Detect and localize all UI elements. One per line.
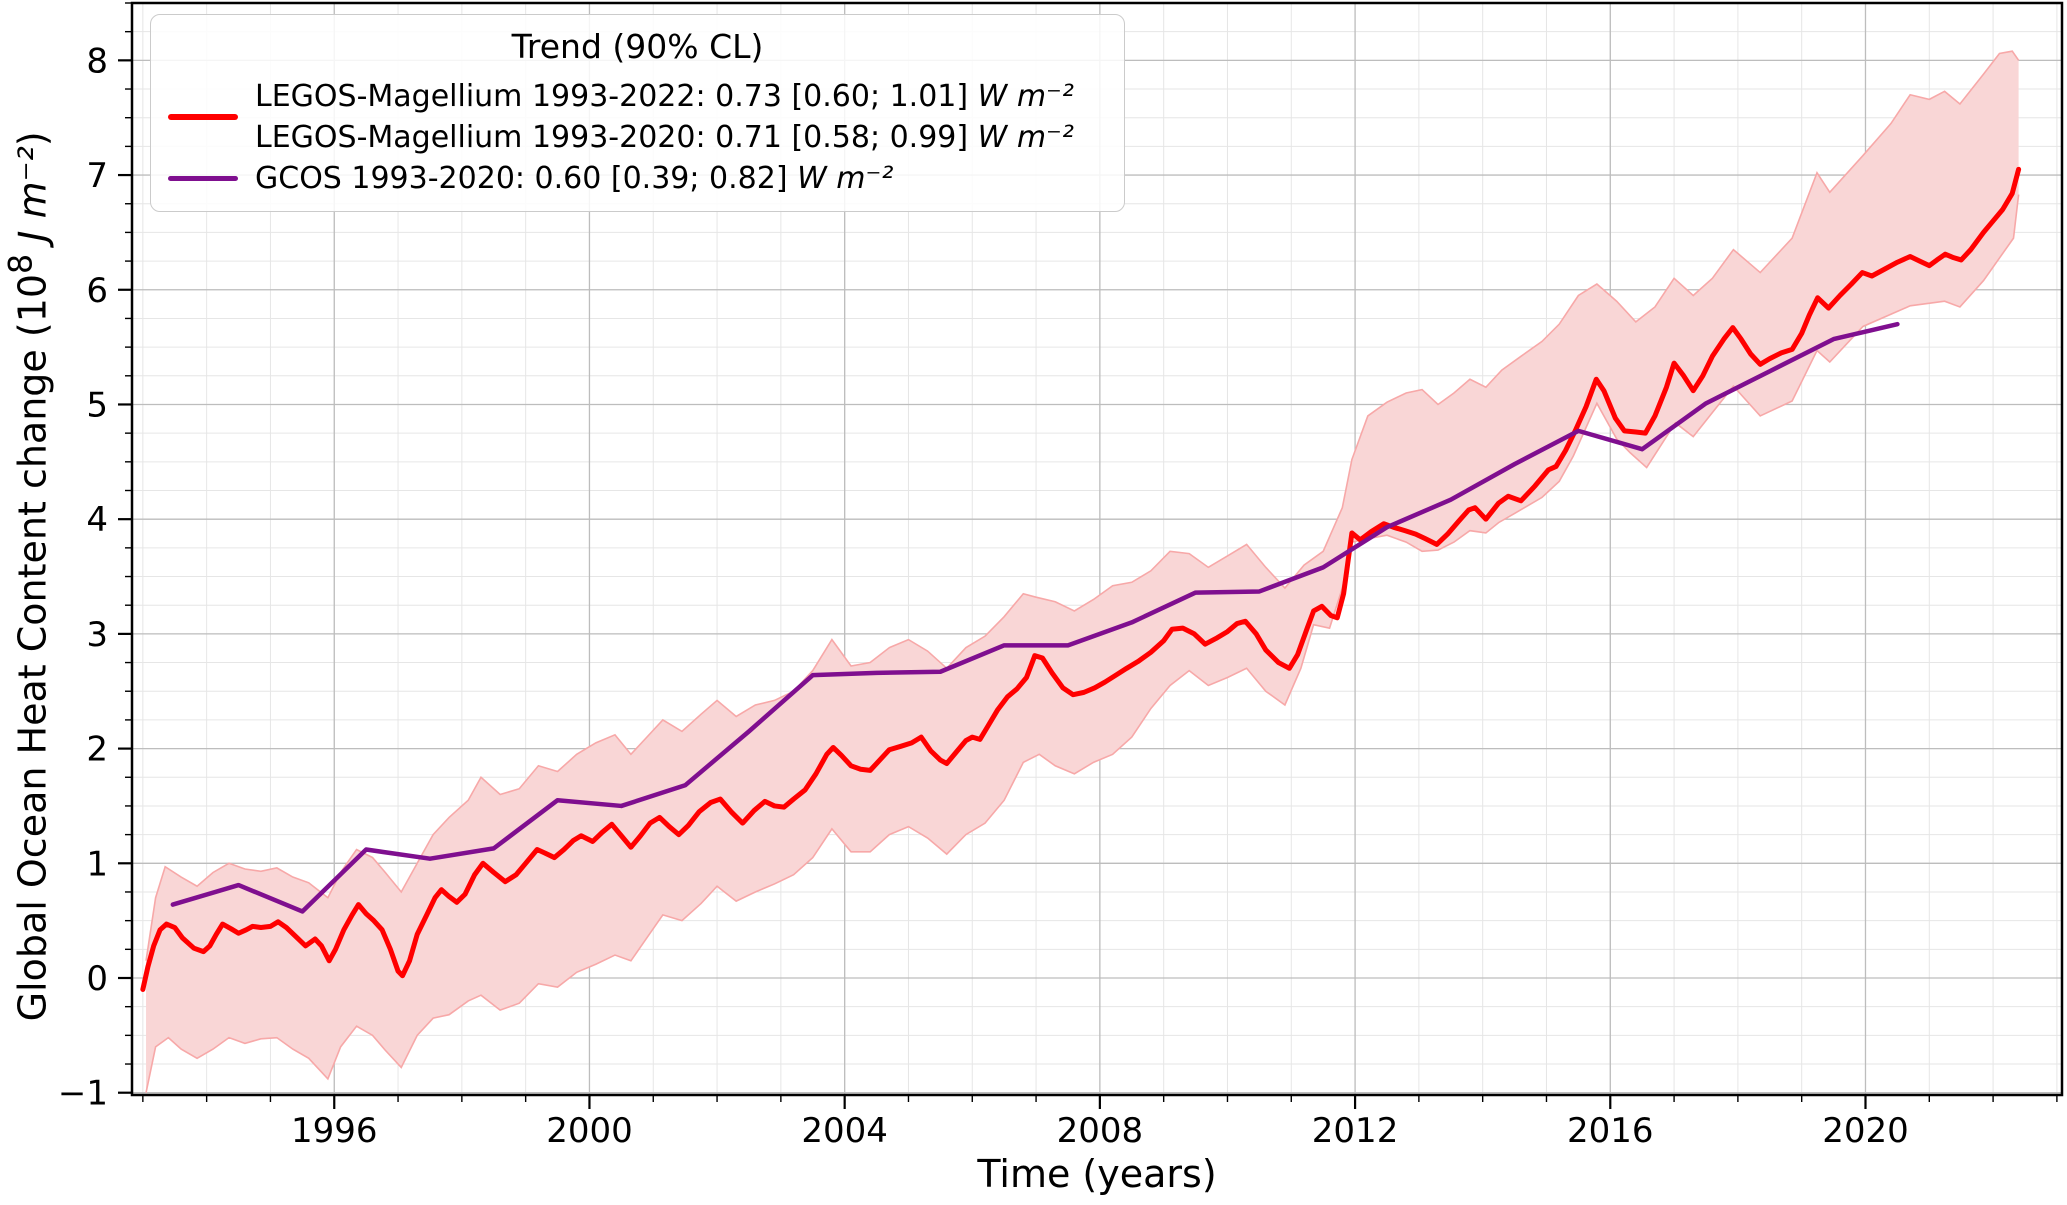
x-tick-label: 2012 [1312,1111,1399,1151]
x-tick-label: 1996 [291,1111,378,1151]
legend-swatch-wrap [151,176,255,181]
y-tick-label: −1 [58,1074,108,1114]
x-tick-label: 2016 [1567,1111,1654,1151]
axis-ticks [118,2,2058,1109]
y-axis-label: Global Ocean Heat Content change (108 J … [4,26,55,1126]
legend-item-legos-2020: LEGOS-Magellium 1993-2020: 0.71 [0.58; 0… [255,117,1110,158]
y-tick-label: 7 [86,156,108,196]
y-axis-label-text: Global Ocean Heat Content change (10 [10,273,55,1022]
x-tick-label: 2004 [801,1111,888,1151]
legend-item-unit: W m⁻² [977,120,1074,155]
y-axis-label-unit: J m⁻² [10,146,55,254]
y-tick-labels: −1 0 1 2 3 4 5 6 7 8 [58,41,108,1113]
legend-swatch-wrap [151,114,255,120]
y-tick-label: 0 [86,959,108,999]
y-tick-label: 3 [86,615,108,655]
y-axis-label-exponent: 8 [3,253,40,274]
y-tick-label: 4 [86,500,108,540]
y-axis-label-close: ) [10,131,55,147]
legend-swatch-legos [168,114,238,120]
legend-item-text: LEGOS-Magellium 1993-2022: 0.73 [0.60; 1… [255,79,978,114]
legend-entries: LEGOS-Magellium 1993-2022: 0.73 [0.60; 1… [151,76,1110,199]
series-legos-magellium [140,166,2022,992]
y-tick-label: 8 [86,41,108,81]
axes-spines [130,1,2064,1097]
legend-item-gcos: GCOS 1993-2020: 0.60 [0.39; 0.82] W m⁻² [255,158,1110,199]
legend-item-legos-2022: LEGOS-Magellium 1993-2022: 0.73 [0.60; 1… [255,76,1110,117]
confidence-band [145,50,2020,1093]
x-axis-label: Time (years) [977,1152,1217,1196]
legend-swatch-gcos [168,176,238,181]
y-tick-label: 1 [86,844,108,884]
x-tick-label: 2000 [546,1111,633,1151]
x-tick-labels: 1996 2000 2004 2008 2012 2016 2020 [291,1111,1909,1151]
series-gcos [170,321,1900,914]
legend-item-text: GCOS 1993-2020: 0.60 [0.39; 0.82] [255,161,798,196]
legend-item-unit: W m⁻² [977,79,1074,114]
x-tick-label: 2020 [1822,1111,1909,1151]
y-tick-label: 5 [86,385,108,425]
y-tick-label: 6 [86,271,108,311]
x-tick-label: 2008 [1057,1111,1144,1151]
legend-item-text: LEGOS-Magellium 1993-2020: 0.71 [0.58; 0… [255,120,978,155]
y-tick-label: 2 [86,730,108,770]
legend-item-unit: W m⁻² [797,161,894,196]
legend: Trend (90% CL) LEGOS-Magellium 1993-2022… [150,14,1125,212]
legend-title: Trend (90% CL) [511,27,764,66]
